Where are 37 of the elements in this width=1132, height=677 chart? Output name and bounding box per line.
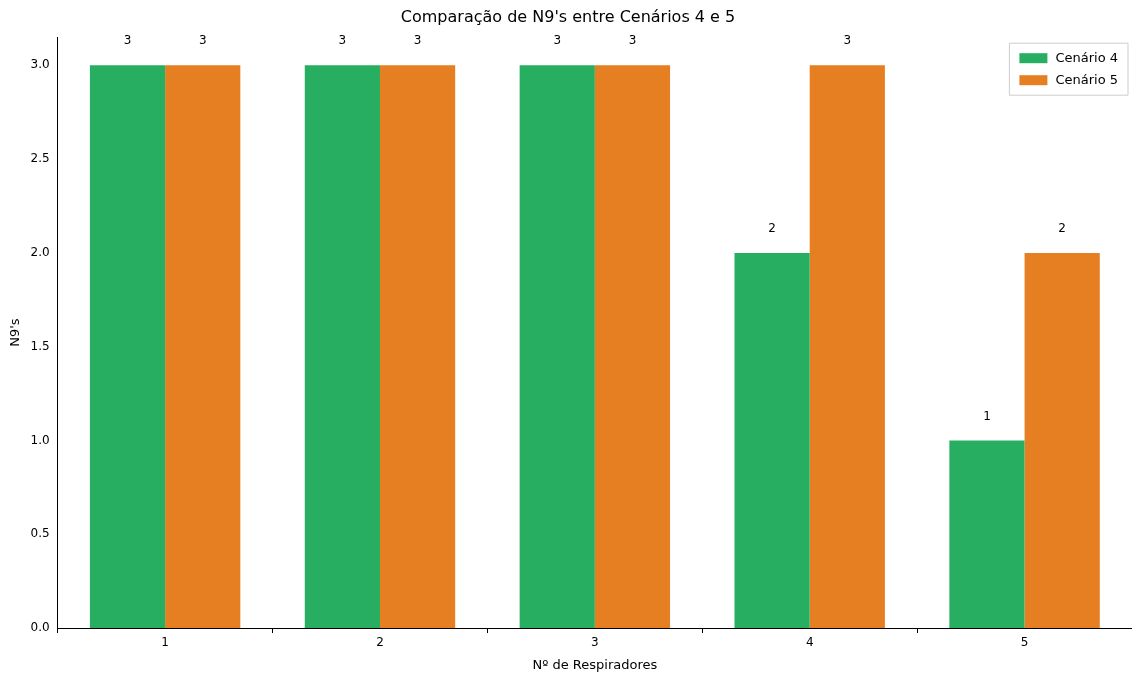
y-tick-label: 1.5 (30, 338, 50, 353)
chart-title: Comparação de N9's entre Cenários 4 e 5 (400, 6, 736, 26)
data-label: 3 (413, 33, 422, 48)
bar (809, 65, 885, 628)
x-axis-title: Nº de Respiradores (532, 656, 658, 672)
x-tick-label: 4 (805, 635, 814, 650)
bar (594, 65, 671, 628)
bar (379, 65, 456, 628)
data-label: 3 (628, 33, 637, 48)
y-tick-label: 3.0 (30, 57, 50, 72)
data-label: 3 (843, 33, 852, 48)
y-tick-label: 2.5 (30, 151, 50, 166)
data-label: 1 (983, 408, 991, 423)
x-tick-label: 2 (376, 635, 384, 650)
bar (519, 65, 595, 628)
data-label: 2 (768, 221, 776, 236)
y-tick-label: 1.0 (30, 432, 50, 447)
data-label: 3 (123, 33, 132, 48)
bar (304, 65, 380, 628)
bar (734, 252, 810, 628)
x-tick-label: 3 (591, 635, 599, 650)
x-tick-label: 1 (161, 635, 169, 650)
data-label: 3 (338, 33, 347, 48)
y-tick-label: 2.0 (30, 245, 50, 260)
legend-label: Cenário 5 (1055, 71, 1119, 87)
bar (165, 65, 241, 628)
data-label: 3 (198, 33, 207, 48)
x-tick-label: 5 (1020, 635, 1029, 650)
bar (949, 440, 1025, 628)
y-tick-label: 0.5 (30, 526, 50, 541)
data-label: 3 (553, 33, 562, 48)
data-label: 2 (1058, 221, 1066, 236)
y-tick-label: 0.0 (30, 620, 50, 635)
bar (1024, 252, 1100, 628)
y-axis-title: N9's (7, 318, 23, 347)
legend-label: Cenário 4 (1055, 49, 1119, 65)
bar (89, 65, 166, 628)
